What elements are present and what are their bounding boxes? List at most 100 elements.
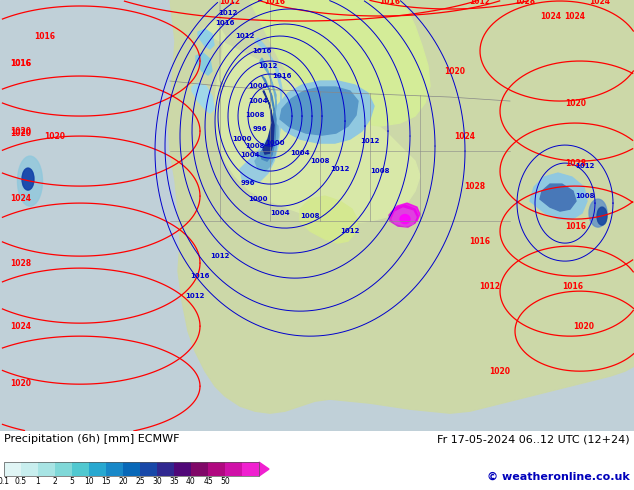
Text: 1004: 1004 <box>240 152 260 158</box>
Ellipse shape <box>22 168 34 190</box>
Polygon shape <box>391 203 420 225</box>
Text: 1008: 1008 <box>245 112 265 118</box>
Text: 1016: 1016 <box>264 0 285 5</box>
Bar <box>174 462 191 476</box>
Bar <box>208 462 225 476</box>
Bar <box>140 462 157 476</box>
Text: 1020: 1020 <box>44 131 65 141</box>
Text: 1012: 1012 <box>575 163 595 169</box>
Text: 1016: 1016 <box>252 48 272 54</box>
Text: 1016: 1016 <box>470 237 491 245</box>
Bar <box>106 462 123 476</box>
Polygon shape <box>263 91 274 154</box>
Text: 1012: 1012 <box>479 282 500 291</box>
Bar <box>191 462 208 476</box>
Text: 1016: 1016 <box>10 58 31 68</box>
Text: 1004: 1004 <box>290 150 310 156</box>
Bar <box>21 462 38 476</box>
Text: 1020: 1020 <box>10 128 31 138</box>
Text: 35: 35 <box>169 477 179 486</box>
Text: 1004: 1004 <box>248 98 268 104</box>
Text: 1024: 1024 <box>10 321 31 331</box>
Text: 1012: 1012 <box>219 0 240 5</box>
Text: 10: 10 <box>84 477 94 486</box>
Text: 1024: 1024 <box>590 0 611 5</box>
Bar <box>123 462 140 476</box>
Text: 1016: 1016 <box>273 73 292 79</box>
Text: 1012: 1012 <box>330 166 350 172</box>
Text: 1008: 1008 <box>370 168 390 174</box>
Polygon shape <box>198 29 214 49</box>
Polygon shape <box>540 184 576 211</box>
Text: 1012: 1012 <box>185 293 205 299</box>
Text: 1028: 1028 <box>10 259 31 268</box>
Text: 1016: 1016 <box>10 58 31 68</box>
Text: 1004: 1004 <box>270 210 290 216</box>
Text: 1000: 1000 <box>249 83 268 89</box>
Text: 1012: 1012 <box>210 253 230 259</box>
Text: 0.1: 0.1 <box>0 477 10 486</box>
Text: 1008: 1008 <box>575 193 595 199</box>
Bar <box>55 462 72 476</box>
Polygon shape <box>392 208 416 226</box>
Text: 1012: 1012 <box>360 138 380 144</box>
Polygon shape <box>389 205 418 227</box>
Polygon shape <box>300 196 358 243</box>
Text: 1008: 1008 <box>301 213 320 219</box>
Text: 20: 20 <box>118 477 128 486</box>
Text: 1012: 1012 <box>258 63 278 69</box>
Text: 1016: 1016 <box>216 20 235 26</box>
Text: 1020: 1020 <box>10 379 31 388</box>
Text: 1000: 1000 <box>249 196 268 202</box>
Polygon shape <box>250 0 430 126</box>
Polygon shape <box>200 21 420 223</box>
Text: 45: 45 <box>203 477 213 486</box>
Bar <box>157 462 174 476</box>
Polygon shape <box>170 0 634 76</box>
Ellipse shape <box>589 199 607 227</box>
Polygon shape <box>192 83 214 113</box>
Text: 1020: 1020 <box>444 67 465 75</box>
Polygon shape <box>259 462 269 476</box>
Text: Precipitation (6h) [mm] ECMWF: Precipitation (6h) [mm] ECMWF <box>4 434 179 444</box>
Polygon shape <box>280 87 358 135</box>
Bar <box>225 462 242 476</box>
Text: 1020: 1020 <box>489 367 510 376</box>
Text: 1012: 1012 <box>340 228 359 234</box>
Polygon shape <box>275 81 374 143</box>
Text: Fr 17-05-2024 06..12 UTC (12+24): Fr 17-05-2024 06..12 UTC (12+24) <box>437 434 630 444</box>
Text: 1024: 1024 <box>564 11 586 21</box>
Text: 25: 25 <box>135 477 145 486</box>
Text: 1028: 1028 <box>514 0 536 5</box>
Text: 5: 5 <box>70 477 74 486</box>
Ellipse shape <box>400 215 410 223</box>
Bar <box>72 462 89 476</box>
Ellipse shape <box>597 207 607 225</box>
Text: 15: 15 <box>101 477 111 486</box>
Text: 30: 30 <box>152 477 162 486</box>
Bar <box>89 462 106 476</box>
Polygon shape <box>240 38 282 183</box>
Bar <box>4 462 21 476</box>
Text: 1016: 1016 <box>34 31 56 41</box>
Text: 996: 996 <box>253 126 268 132</box>
Text: 1008: 1008 <box>310 158 330 164</box>
Text: 1024: 1024 <box>10 194 31 202</box>
Text: 2: 2 <box>53 477 57 486</box>
Text: 1016: 1016 <box>565 221 586 231</box>
Bar <box>242 462 259 476</box>
Text: 1012: 1012 <box>235 33 255 39</box>
Text: 0.5: 0.5 <box>15 477 27 486</box>
Text: 1028: 1028 <box>565 159 586 168</box>
Text: 1008: 1008 <box>245 143 265 149</box>
Polygon shape <box>530 173 587 219</box>
Text: 1012: 1012 <box>218 10 238 16</box>
Text: 1016: 1016 <box>562 282 583 291</box>
Text: 1016: 1016 <box>380 0 401 5</box>
Text: 1: 1 <box>36 477 41 486</box>
Text: 1020: 1020 <box>573 321 594 331</box>
Bar <box>4 462 259 476</box>
Text: 1024: 1024 <box>455 131 476 141</box>
Ellipse shape <box>18 156 42 206</box>
Text: 996: 996 <box>241 180 256 186</box>
